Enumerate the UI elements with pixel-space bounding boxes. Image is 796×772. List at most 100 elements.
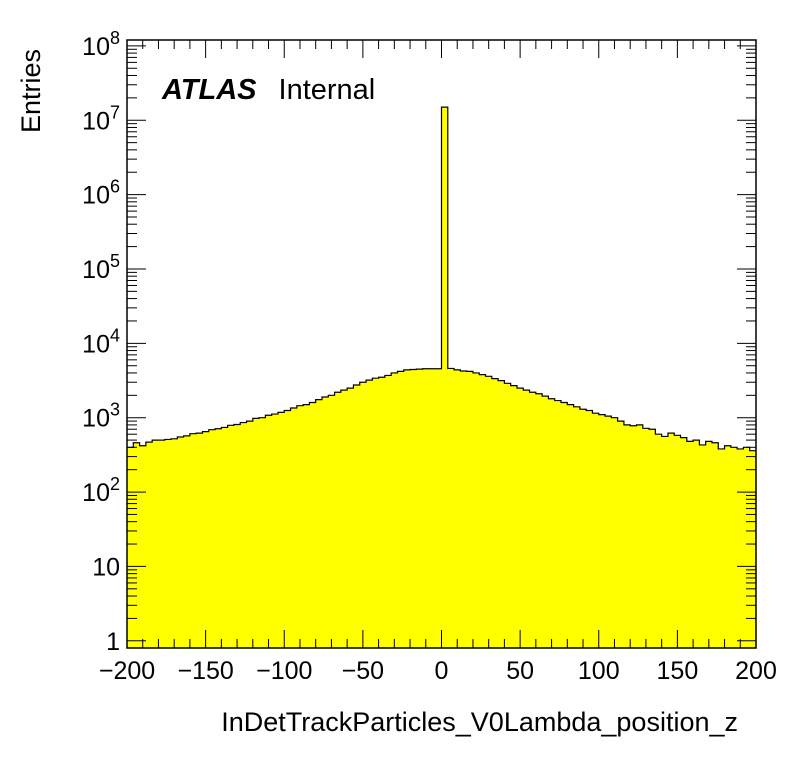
histogram-bin — [699, 444, 707, 648]
histogram-bin — [391, 372, 398, 648]
histogram-bin — [303, 404, 310, 648]
histogram-bin — [259, 417, 266, 648]
x-tick-label: −150 — [177, 657, 233, 685]
histogram-bin — [133, 442, 140, 648]
histogram-bin — [636, 424, 644, 648]
histogram-bin — [504, 383, 512, 648]
x-tick-label: 0 — [435, 657, 449, 685]
histogram-bin — [674, 435, 681, 648]
y-tick-label: 106 — [82, 177, 120, 210]
histogram-bin — [611, 417, 619, 648]
histogram-bin — [221, 427, 229, 648]
histogram-bin — [315, 399, 323, 648]
histogram-bin — [171, 438, 178, 648]
histogram-bin — [561, 402, 568, 648]
histogram-bin — [309, 402, 317, 648]
histogram-bin — [573, 406, 581, 648]
axis-ticks — [126, 40, 757, 648]
histogram-bin — [189, 433, 197, 648]
atlas-label-bold: ATLAS — [161, 74, 257, 106]
histogram-bin — [554, 400, 562, 648]
histogram-bin — [177, 437, 185, 648]
histogram-bin — [384, 375, 392, 648]
histogram-bin — [586, 410, 593, 648]
histogram-bin — [749, 450, 757, 648]
x-tick-labels: −200 −150 −100 −50 0 50 100 150 200 — [99, 657, 777, 685]
histogram-bin — [655, 434, 663, 648]
histogram-bin — [240, 422, 247, 648]
atlas-label: ATLAS Internal — [161, 74, 375, 106]
histogram-bin — [372, 378, 379, 648]
histogram-bin — [422, 368, 430, 648]
histogram-bin — [485, 376, 493, 648]
histogram-bin — [523, 390, 530, 648]
histogram-bin — [718, 448, 725, 648]
histogram-bin — [605, 416, 612, 648]
histogram-bin — [290, 408, 298, 648]
histogram-bin — [592, 413, 600, 648]
histogram-bin — [435, 368, 442, 648]
histogram-outline — [127, 106, 756, 452]
x-tick-label: −50 — [342, 657, 384, 685]
y-tick-labels: 1 10 102 103 104 105 106 107 108 — [82, 28, 120, 656]
histogram-bin — [164, 439, 172, 648]
histogram-bin — [321, 396, 329, 648]
histogram-bin — [630, 425, 637, 648]
histogram-bin — [271, 414, 279, 648]
y-tick-label: 102 — [82, 474, 120, 507]
histogram-bin — [730, 447, 738, 648]
histogram-bars — [127, 107, 757, 649]
histogram-bin — [233, 424, 241, 648]
histogram-bin — [284, 410, 291, 648]
histogram-bin — [529, 392, 537, 648]
x-tick-label: 150 — [657, 657, 699, 685]
histogram-bin — [705, 441, 713, 648]
x-tick-label: 200 — [735, 657, 777, 685]
histogram-bin — [548, 398, 556, 648]
histogram-bin — [542, 396, 549, 648]
y-tick-label: 105 — [82, 251, 120, 284]
y-tick-label: 103 — [82, 400, 120, 433]
x-tick-label: 50 — [506, 657, 534, 685]
histogram-bin — [466, 371, 474, 648]
histogram-bin — [649, 429, 656, 648]
histogram-bin — [743, 447, 751, 648]
histogram-bin — [711, 442, 719, 648]
histogram-bin — [366, 380, 373, 648]
histogram-bin — [680, 437, 688, 648]
histogram-bin — [196, 433, 203, 648]
histogram-bin — [447, 368, 455, 648]
histogram-bin — [535, 393, 543, 648]
x-tick-label: 100 — [578, 657, 620, 685]
y-tick-label: 104 — [82, 325, 120, 358]
histogram-bin — [516, 388, 524, 648]
histogram-bin — [340, 390, 348, 648]
histogram-bin — [693, 440, 700, 648]
histogram-bin — [642, 428, 650, 648]
x-tick-label: −200 — [99, 657, 155, 685]
histogram-bin — [202, 431, 210, 648]
x-tick-label: −100 — [256, 657, 312, 685]
histogram-bin — [296, 405, 304, 648]
atlas-label-normal: Internal — [279, 74, 376, 106]
histogram-bin — [737, 448, 744, 648]
histogram-bin — [183, 435, 191, 648]
histogram-bin — [328, 395, 335, 648]
histogram-bin — [567, 404, 574, 648]
y-tick-label: 108 — [82, 28, 120, 61]
histogram-bin — [246, 421, 254, 648]
histogram-bin — [397, 371, 405, 648]
histogram-bin — [215, 428, 222, 648]
histogram-bin — [416, 369, 424, 648]
histogram-bin — [623, 424, 631, 648]
histogram-bin — [359, 382, 367, 648]
histogram-bin — [441, 107, 449, 649]
histogram-bin — [403, 369, 411, 648]
histogram-bin — [378, 377, 386, 648]
histogram-bin — [277, 412, 285, 648]
histogram-bin — [410, 369, 417, 648]
y-tick-label: 1 — [106, 628, 120, 656]
histogram-bin — [472, 372, 480, 648]
histogram-bin — [579, 409, 587, 648]
